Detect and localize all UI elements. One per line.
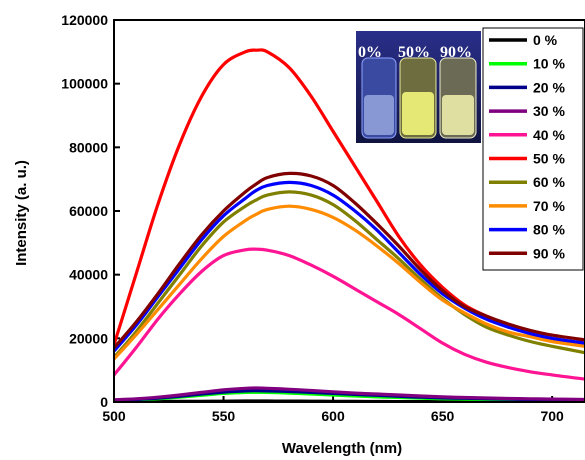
legend-label-6: 60 % — [533, 174, 565, 190]
legend-label-1: 10 % — [533, 56, 565, 72]
legend-label-4: 40 % — [533, 127, 565, 143]
x-tick-label: 700 — [540, 408, 564, 424]
legend-label-8: 80 % — [533, 222, 565, 238]
x-tick-label: 600 — [321, 408, 345, 424]
series-line-3 — [114, 386, 585, 402]
x-axis-title: Wavelength (nm) — [282, 440, 402, 457]
y-tick-label: 100000 — [61, 76, 108, 92]
x-tick-label: 650 — [431, 408, 455, 424]
series-line-8 — [114, 180, 585, 353]
legend-label-9: 90 % — [533, 245, 565, 261]
y-tick-label: 0 — [100, 394, 108, 410]
legend-label-5: 50 % — [533, 151, 565, 167]
y-tick-label: 120000 — [61, 12, 108, 28]
x-tick-label: 550 — [212, 408, 236, 424]
y-tick-label: 20000 — [69, 330, 108, 346]
plot-frame — [113, 19, 585, 403]
legend-label-7: 70 % — [533, 198, 565, 214]
series-lines — [114, 48, 585, 402]
series-line-4 — [114, 247, 585, 381]
inset-photo: 0% 50% 90% — [356, 31, 481, 143]
y-tick-label: 60000 — [69, 203, 108, 219]
legend-label-2: 20 % — [533, 79, 565, 95]
legend-label-0: 0 % — [533, 32, 558, 48]
inset-label-50: 50% — [398, 44, 430, 61]
y-tick-label: 40000 — [69, 267, 108, 283]
series-line-7 — [114, 204, 585, 361]
y-tick-label: 80000 — [69, 139, 108, 155]
series-line-9 — [114, 171, 585, 349]
legend: 0 % 10 % 20 % 30 % 40 % 50 % 60 % 70 % 80 % 90 % — [482, 27, 584, 271]
y-axis-title: Intensity (a. u.) — [13, 160, 30, 266]
inset-label-90: 90% — [440, 44, 472, 61]
inset-label-0: 0% — [358, 44, 382, 61]
series-line-6 — [114, 190, 585, 359]
x-tick-label: 500 — [102, 408, 126, 424]
legend-label-3: 30 % — [533, 103, 565, 119]
